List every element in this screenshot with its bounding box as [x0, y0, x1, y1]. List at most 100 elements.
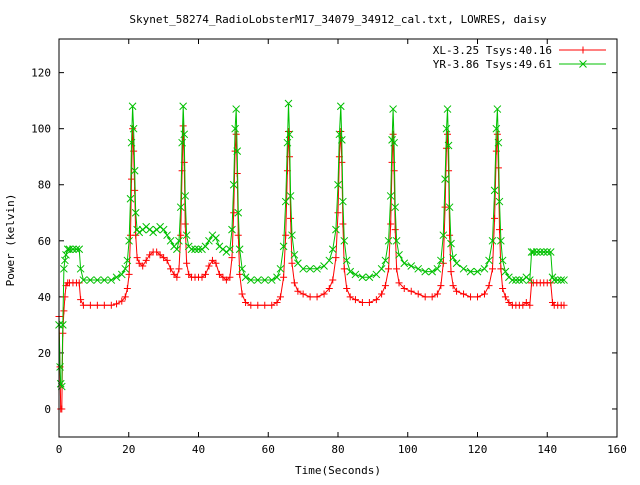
data-point [550, 276, 559, 284]
data-point [400, 284, 408, 292]
data-point [485, 282, 493, 290]
data-point [290, 250, 299, 259]
chart-title: Skynet_58274_RadioLobsterM17_34079_34912… [129, 13, 547, 26]
data-point [340, 236, 349, 245]
data-point [267, 276, 276, 284]
data-point [100, 276, 109, 284]
data-point [113, 300, 121, 308]
data-point [107, 276, 116, 284]
data-point [437, 282, 445, 290]
data-point [447, 239, 455, 248]
data-point [443, 105, 452, 113]
data-point [181, 192, 190, 200]
data-point [395, 279, 403, 287]
data-point [391, 226, 399, 234]
data-point [365, 298, 373, 306]
data-point [177, 231, 185, 239]
data-point [139, 262, 147, 270]
data-point [490, 186, 499, 195]
data-point [65, 245, 74, 254]
data-point [389, 105, 397, 113]
data-point [334, 209, 342, 217]
data-point [452, 259, 461, 268]
data-point [325, 256, 334, 265]
data-point [495, 197, 504, 206]
data-point [62, 250, 70, 259]
data-point [123, 256, 132, 265]
data-point [358, 298, 366, 306]
data-point [232, 105, 241, 113]
data-point [372, 296, 380, 304]
data-point [212, 234, 220, 242]
data-point [532, 248, 541, 256]
x-tick-label: 20 [122, 443, 135, 456]
data-point [329, 276, 337, 284]
data-point [226, 273, 234, 281]
data-point [460, 290, 468, 298]
data-point [381, 256, 390, 265]
data-point [351, 270, 360, 279]
data-point [93, 301, 101, 309]
data-point [400, 259, 409, 268]
legend-entry-label: XL-3.25 Tsys:40.16 [433, 44, 552, 57]
data-point [299, 264, 307, 273]
data-point [442, 124, 451, 133]
y-tick-label: 80 [38, 179, 51, 192]
data-point [187, 245, 196, 254]
data-point [459, 264, 468, 273]
data-point [421, 267, 430, 276]
data-point [393, 265, 401, 273]
data-point [75, 279, 83, 287]
data-point [385, 265, 393, 273]
data-point [480, 264, 489, 273]
data-point [236, 270, 244, 278]
data-point [546, 248, 555, 256]
y-tick-label: 40 [38, 291, 51, 304]
data-point [389, 130, 397, 138]
data-point [445, 203, 454, 212]
data-point [261, 301, 269, 309]
x-tick-label: 160 [607, 443, 627, 456]
data-point [79, 301, 87, 309]
data-point [342, 256, 351, 265]
data-point [60, 307, 68, 315]
data-point [121, 264, 130, 273]
data-point [497, 265, 505, 273]
data-point [167, 265, 175, 273]
data-point [176, 203, 185, 212]
data-point [181, 220, 189, 228]
data-point [123, 284, 131, 292]
data-point [56, 363, 64, 371]
data-point [212, 259, 220, 267]
y-tick-label: 20 [38, 347, 51, 360]
data-point [276, 264, 285, 273]
data-point [273, 298, 281, 306]
data-point [205, 262, 213, 270]
data-point [444, 141, 453, 150]
data-point [508, 276, 517, 284]
data-point [234, 208, 243, 217]
data-point [131, 208, 140, 217]
data-point [163, 231, 171, 240]
data-point [178, 138, 186, 147]
data-point [294, 287, 302, 295]
data-point [61, 293, 69, 301]
data-point [273, 273, 281, 282]
data-point [173, 273, 181, 281]
data-point [407, 262, 416, 270]
data-point [233, 147, 242, 155]
data-point [337, 136, 346, 144]
data-point [60, 264, 68, 273]
data-point [173, 245, 181, 254]
data-point [121, 293, 129, 301]
data-point [133, 254, 141, 262]
data-point [325, 284, 333, 292]
data-point [343, 284, 351, 292]
data-point [286, 192, 295, 200]
data-point [391, 203, 400, 212]
data-point [497, 236, 505, 245]
data-point [491, 214, 499, 222]
data-point [182, 231, 191, 240]
data-point [86, 301, 94, 309]
data-point [205, 236, 213, 245]
